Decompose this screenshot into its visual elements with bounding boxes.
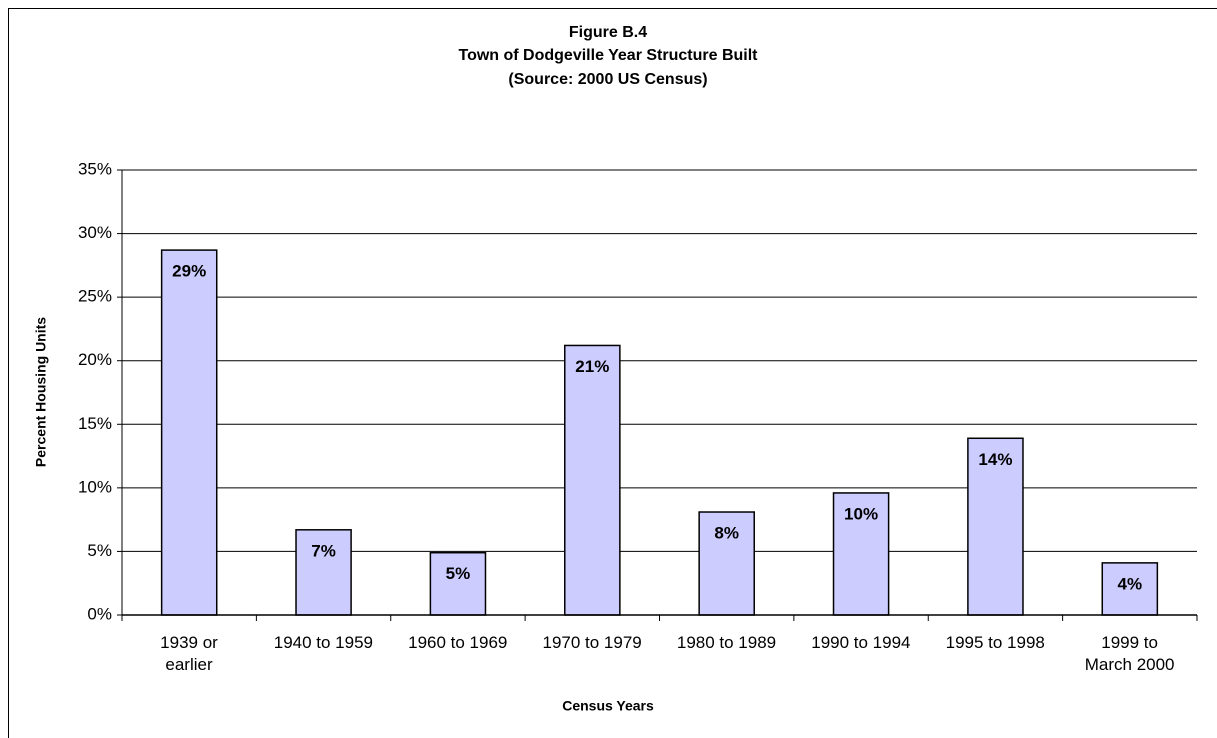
bar [564,344,621,616]
x-tick-label: 1939 or earlier [160,633,218,674]
y-tick-label: 5% [87,541,112,560]
bar [832,492,890,616]
data-label: 29% [172,262,206,281]
y-tick-label: 15% [78,414,112,433]
bar [429,551,487,616]
data-label: 21% [575,357,609,376]
bar [698,511,755,616]
data-label: 10% [844,504,878,523]
y-tick-label: 35% [78,159,112,178]
x-tick-label: 1995 to 1998 [945,633,1045,652]
data-label: 4% [1118,574,1143,593]
bar [1101,562,1159,616]
x-tick-label: 1990 to 1994 [811,633,911,652]
data-label: 8% [714,523,739,542]
x-axis-title: Census Years [562,698,654,714]
data-label: 14% [978,450,1012,469]
y-tick-label: 30% [78,223,112,242]
y-tick-label: 25% [78,287,112,306]
y-tick-label: 10% [78,477,112,496]
bar [967,437,1024,616]
data-label: 7% [311,541,336,560]
bar [295,529,352,616]
x-tick-label: 1999 to March 2000 [1084,633,1175,674]
y-tick-label: 20% [78,350,112,369]
chart-title: Figure B.4 [569,24,647,41]
chart-frame [8,8,1217,738]
chart-source: (Source: 2000 US Census) [508,71,707,88]
x-tick-label: 1980 to 1989 [676,633,777,652]
y-axis-title: Percent Housing Units [33,317,49,467]
x-tick-label: 1940 to 1959 [273,633,373,652]
y-tick-label: 0% [87,604,112,623]
chart-subtitle: Town of Dodgeville Year Structure Built [458,47,758,64]
data-label: 5% [446,564,471,583]
x-tick-label: 1960 to 1969 [408,633,508,652]
bar [160,249,218,616]
x-tick-label: 1970 to 1979 [542,633,642,652]
